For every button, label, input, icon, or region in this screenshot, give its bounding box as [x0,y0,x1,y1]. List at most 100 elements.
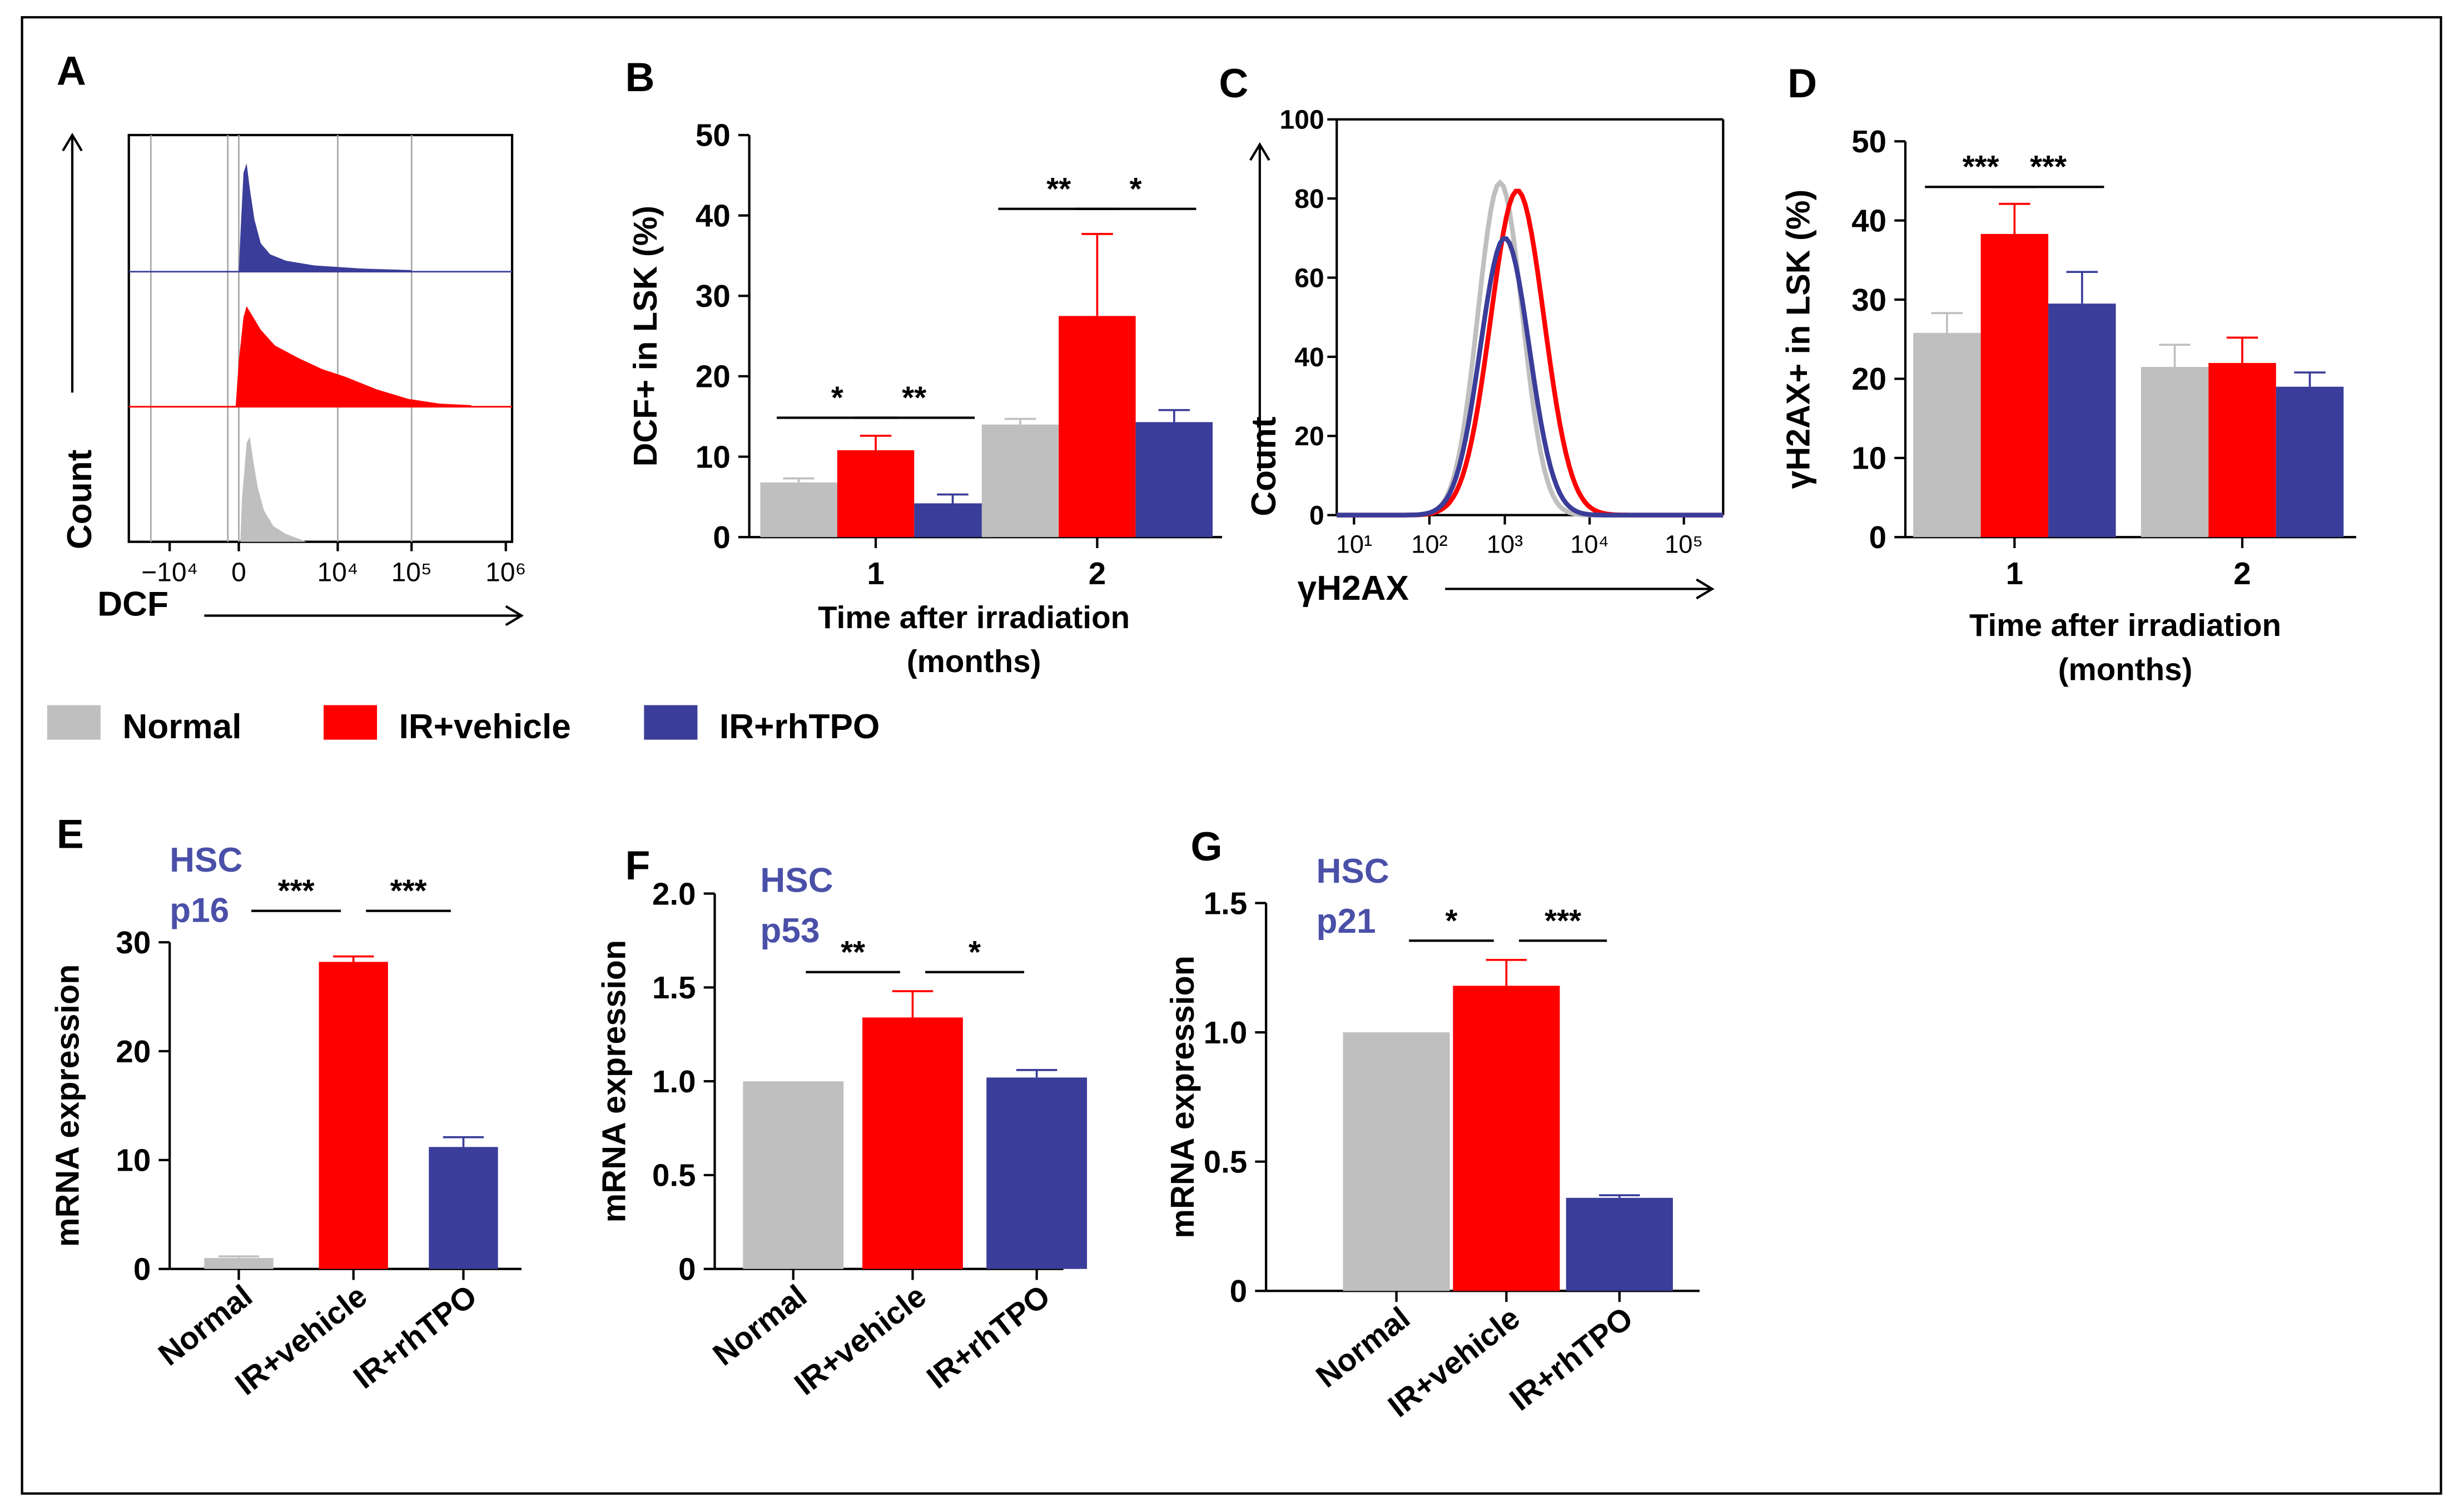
y-tick-label: 40 [1851,203,1886,238]
x-tick-label: 10⁴ [1570,530,1609,558]
panel-label-f: F [625,843,650,888]
significance-star: * [831,380,843,415]
x-tick-label: 10⁵ [1665,530,1703,558]
y-tick-label: 40 [1294,343,1324,372]
panel-label-e: E [57,812,84,857]
y-tick-label: 2.0 [652,876,696,911]
x-arrow-head [1696,578,1715,600]
significance-star: * [969,934,981,969]
y-tick-label: 1.0 [1204,1015,1248,1050]
gene-title-cell: HSC [170,841,242,879]
y-tick-label: 10 [1851,441,1886,476]
bar-rhtpo-2 [1135,422,1213,538]
bar-normal-1 [760,482,837,538]
panel-label-a: A [57,48,86,94]
y-tick-label: 1.5 [652,970,696,1005]
y-tick-label: 0 [133,1252,151,1287]
y-tick-label: 1.0 [652,1064,696,1099]
significance-star: *** [1545,903,1581,938]
y-tick-label: 20 [696,359,731,394]
y-tick-label: 30 [1851,282,1886,317]
bar-vehicle-1 [1980,233,2049,538]
y-axis-label: mRNA expression [1164,956,1201,1239]
panel-label-b: B [625,54,654,100]
x-tick-label: 2 [1089,556,1106,591]
bar-normal-1 [1913,332,1981,538]
x-tick-label: 10⁴ [317,558,358,587]
bar-vehicle-2 [1059,316,1136,538]
y-arrow-head [1249,142,1270,161]
x-axis-label: γH2AX [1298,569,1409,608]
bar-rhtpo [429,1147,498,1269]
panel-label-d: D [1787,61,1817,106]
y-tick-label: 40 [696,198,731,233]
x-tick-label: 1 [867,556,884,591]
y-tick-label: 20 [1294,422,1324,451]
bar-normal [743,1081,844,1269]
histogram-frame [127,133,514,543]
y-axis-label: γH2AX+ in LSK (%) [1780,190,1817,489]
histogram-rhtpo [239,163,412,272]
bar-rhtpo-2 [2276,386,2344,538]
significance-star: * [1130,171,1142,206]
bar-normal [1343,1032,1450,1291]
gene-title-cell: HSC [760,862,833,900]
x-axis-label: DCF [97,585,168,623]
y-tick-label: 20 [1851,361,1886,396]
y-tick-label: 60 [1294,263,1324,293]
y-tick-label: 80 [1294,185,1324,214]
legend-swatch-rhtpo [644,705,698,740]
y-tick-label: 1.5 [1204,886,1248,921]
significance-star: *** [390,873,427,908]
gene-title-name: p21 [1317,902,1376,941]
x-tick-label: 10⁵ [391,558,432,587]
histogram-vehicle [235,306,471,407]
y-axis-label: Count [61,450,99,549]
significance-star: *** [278,873,315,908]
gene-title-name: p16 [170,891,229,929]
y-tick-label: 10 [696,439,731,474]
significance-star: *** [1963,149,1999,184]
y-tick-label: 0 [713,520,730,555]
bar-rhtpo-1 [2048,304,2116,538]
y-tick-label: 30 [696,278,731,314]
legend-swatch-normal [47,705,101,740]
y-tick-label: 0 [1230,1274,1247,1309]
bar-normal [204,1258,274,1269]
y-tick-label: 0 [1869,520,1886,555]
y-axis-label: DCF+ in LSK (%) [627,206,664,467]
x-tick-label: 10¹ [1336,530,1372,558]
significance-star: ** [1046,171,1071,206]
gene-title-name: p53 [760,912,820,950]
x-tick-label: 10² [1411,530,1447,558]
legend-label-vehicle: IR+vehicle [399,708,571,746]
y-tick-label: 50 [1851,124,1886,159]
y-tick-label: 0 [678,1252,696,1287]
x-axis-label-units: (months) [907,644,1041,679]
x-axis-label-units: (months) [2058,651,2193,687]
y-axis-label: mRNA expression [595,940,632,1223]
legend-label-normal: Normal [122,708,241,746]
y-tick-label: 0.5 [1204,1144,1248,1179]
x-tick-label: 10⁶ [485,558,526,587]
bar-rhtpo [986,1077,1088,1269]
bar-vehicle [319,962,388,1269]
bar-vehicle [1453,986,1560,1291]
bar-rhtpo-1 [914,503,991,538]
x-axis-label: Time after irradiation [818,600,1130,635]
y-tick-label: 30 [116,925,151,960]
bar-rhtpo [1566,1197,1673,1291]
significance-star: * [1446,903,1458,938]
y-tick-label: 50 [696,118,731,153]
panel-label-c: C [1219,61,1248,106]
significance-star: ** [902,380,926,415]
x-tick-label: −10⁴ [141,558,198,587]
gene-title-cell: HSC [1317,852,1389,891]
legend-swatch-vehicle [324,705,378,740]
bar-vehicle-2 [2208,362,2276,538]
y-tick-label: 20 [116,1034,151,1069]
bar-vehicle-1 [837,450,915,538]
y-tick-label: 0 [1309,501,1324,531]
significance-star: *** [2030,149,2067,184]
